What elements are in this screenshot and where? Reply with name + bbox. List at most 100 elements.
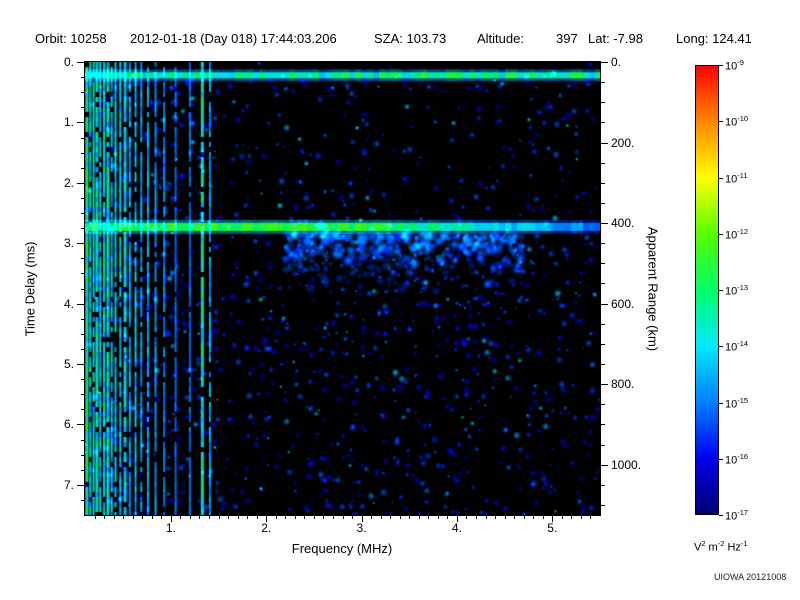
altitude-value: 397 [556,31,578,46]
y-right-tick-mark [601,384,608,386]
x-tick-label: 1. [165,521,176,535]
y-left-minor-tick-mark [81,288,85,290]
x-minor-tick-mark [523,515,525,519]
colorbar-tick-mark [719,515,723,516]
y-left-tick-mark [77,364,85,365]
orbit-field: Orbit: 10258 [35,31,107,46]
x-minor-tick-mark [342,515,344,519]
sza-field: SZA: 103.73 [374,31,447,46]
x-minor-tick-mark [409,515,411,519]
y-left-minor-tick-mark [81,273,85,275]
y-axis-title-right: Apparent Range (km) [645,226,661,352]
x-tick-label: 5. [547,521,558,535]
x-minor-tick-mark [466,515,468,519]
colorbar-unit-label: V2 m-2 Hz-1 [694,539,748,554]
y-right-minor-tick-mark [601,263,605,265]
x-minor-tick-mark [323,515,325,519]
colorbar-tick-label: 10-15 [725,395,749,411]
x-minor-tick-mark [104,515,106,519]
x-minor-tick-mark [371,515,373,519]
y-right-tick-label: 400. [611,216,635,231]
y-left-minor-tick-mark [81,379,85,381]
y-left-minor-tick-mark [81,439,85,441]
x-minor-tick-mark [247,515,249,519]
x-minor-tick-mark [151,515,153,519]
x-minor-tick-mark [390,515,392,519]
y-right-minor-tick-mark [601,424,605,426]
colorbar-tick-mark [719,121,723,123]
x-minor-tick-mark [428,515,430,519]
colorbar-tick-label: 10-9 [725,58,744,73]
y-right-minor-tick-mark [601,404,605,406]
x-minor-tick-mark [313,515,315,519]
x-minor-tick-mark [161,515,163,519]
y-left-tick-label: 4. [63,296,74,311]
y-left-tick-label: 3. [63,236,74,251]
colorbar-tick-mark [719,458,723,460]
y-left-tick-label: 5. [63,357,74,371]
y-left-minor-tick-mark [81,167,85,169]
x-minor-tick-mark [208,515,210,519]
y-left-tick-label: 1. [63,115,74,130]
x-minor-tick-mark [571,515,573,519]
y-right-minor-tick-mark [601,82,605,84]
x-minor-tick-mark [590,515,592,519]
y-left-minor-tick-mark [81,258,85,260]
y-left-minor-tick-mark [81,409,85,411]
y-axis-title-left: Time Delay (ms) [22,241,38,337]
y-left-tick-mark [77,122,85,124]
x-minor-tick-mark [275,515,277,519]
x-axis-title: Frequency (MHz) [291,541,393,556]
y-left-minor-tick-mark [81,228,85,230]
x-minor-tick-mark [352,515,354,519]
x-tick-mark [170,515,172,522]
y-right-minor-tick-mark [601,162,605,164]
x-minor-tick-mark [495,515,497,519]
y-right-minor-tick-mark [601,323,605,325]
x-minor-tick-mark [418,515,420,519]
x-tick-mark [266,515,268,522]
x-minor-tick-mark [533,515,535,519]
x-minor-tick-mark [447,515,449,519]
x-minor-tick-mark [123,515,125,519]
y-left-minor-tick-mark [81,197,85,199]
y-right-tick-mark [601,62,608,63]
x-minor-tick-mark [218,515,220,519]
y-left-minor-tick-mark [81,92,85,94]
x-minor-tick-mark [189,515,191,519]
y-left-minor-tick-mark [81,77,85,79]
y-left-minor-tick-mark [81,137,85,139]
y-left-tick-mark [77,484,85,486]
x-minor-tick-mark [504,515,506,519]
y-right-minor-tick-mark [601,343,605,345]
y-right-minor-tick-mark [601,484,605,486]
y-right-tick-label: 600. [611,296,635,311]
x-tick-mark [361,515,363,522]
x-minor-tick-mark [199,515,201,519]
x-minor-tick-mark [514,515,516,519]
colorbar-tick-label: 10-16 [725,451,749,467]
x-minor-tick-mark [256,515,258,519]
y-right-minor-tick-mark [601,243,605,245]
datetime-field: 2012-01-18 (Day 018) 17:44:03.206 [130,31,337,46]
y-left-tick-label: 6. [63,417,74,432]
colorbar-tick-mark [719,177,723,179]
longitude-field: Long: 124.41 [676,31,752,46]
x-minor-tick-mark [332,515,334,519]
altitude-label: Altitude: [477,31,524,46]
y-left-tick-mark [77,303,85,305]
y-right-tick-label: 800. [611,377,635,392]
y-left-tick-mark [77,182,85,184]
y-left-tick-label: 7. [63,477,74,492]
y-right-tick-label: 200. [611,135,635,150]
colorbar-tick-label: 10-14 [725,339,749,354]
y-right-tick-mark [601,303,608,305]
y-left-minor-tick-mark [81,469,85,471]
y-right-minor-tick-mark [601,444,605,446]
y-right-minor-tick-mark [601,122,605,124]
colorbar-tick-label: 10-12 [725,226,749,242]
colorbar-tick-mark [719,233,723,235]
x-minor-tick-mark [542,515,544,519]
colorbar-tick-label: 10-10 [725,114,749,129]
